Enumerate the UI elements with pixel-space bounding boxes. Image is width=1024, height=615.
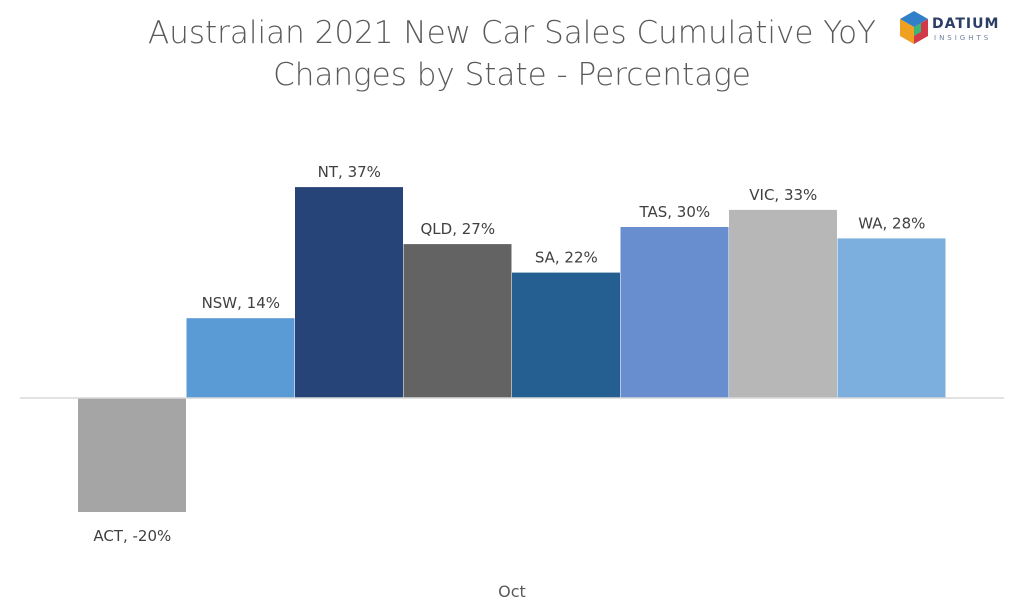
data-label-nt: NT, 37%	[318, 163, 381, 181]
chart-title-line2: Changes by State - Percentage	[273, 57, 751, 93]
bar-qld	[403, 244, 512, 398]
data-label-vic: VIC, 33%	[749, 186, 817, 204]
logo-name: DATIUM	[932, 16, 1000, 32]
data-label-act: ACT, -20%	[93, 527, 171, 545]
datium-logo: DATIUM INSIGHTS	[898, 10, 1016, 50]
bar-wa	[837, 238, 946, 398]
bar-sa	[512, 272, 620, 398]
bar-nsw	[186, 318, 295, 398]
datium-cube-icon	[900, 11, 928, 44]
bar-act	[78, 398, 186, 512]
logo-subtitle: INSIGHTS	[934, 34, 992, 42]
bar-vic	[729, 209, 837, 398]
bar-tas	[620, 227, 729, 398]
chart-title-line1: Australian 2021 New Car Sales Cumulative…	[148, 15, 876, 51]
data-label-qld: QLD, 27%	[421, 220, 496, 238]
data-label-sa: SA, 22%	[535, 249, 598, 267]
data-labels-group: ACT, -20% NSW, 14% NT, 37% QLD, 27% SA, 22% T…	[93, 163, 925, 545]
data-label-wa: WA, 28%	[858, 214, 925, 232]
bar-nt	[295, 187, 403, 398]
bars-group	[78, 187, 946, 512]
x-category-label: Oct	[498, 582, 526, 601]
data-label-tas: TAS, 30%	[638, 203, 710, 221]
data-label-nsw: NSW, 14%	[202, 294, 280, 312]
chart-title: Australian 2021 New Car Sales Cumulative…	[0, 12, 1024, 96]
